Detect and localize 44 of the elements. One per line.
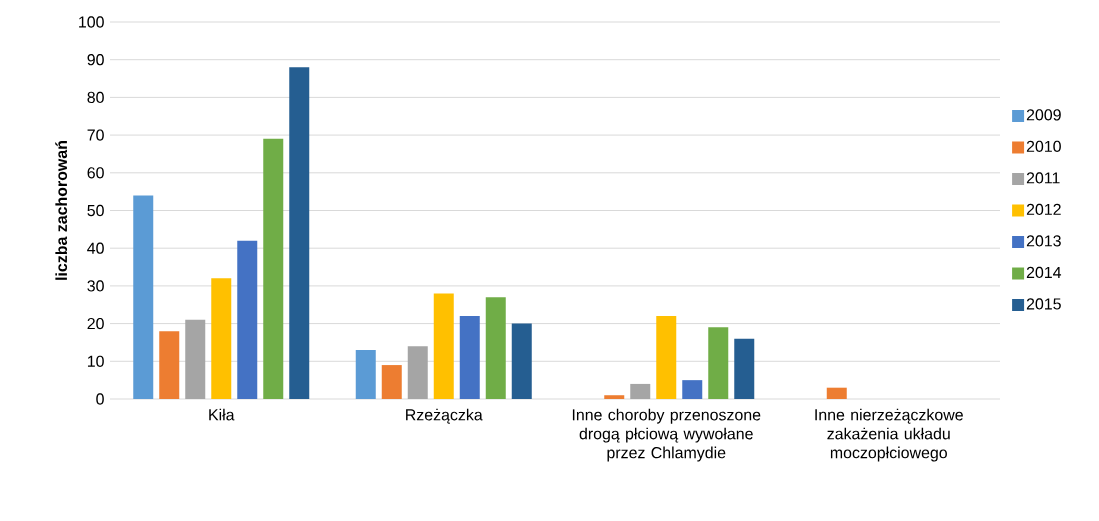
legend-label: 2014 [1026,266,1062,279]
bar [355,349,376,399]
legend-label: 2012 [1026,203,1061,216]
bar [511,323,532,399]
legend-label: 2013 [1026,235,1061,247]
legend-label: 2015 [1026,298,1061,310]
bar [289,67,310,399]
bar [159,331,180,399]
bar [656,316,677,399]
y-tick-label: 90 [87,54,104,66]
y-tick-label: 100 [79,16,104,28]
legend-label: 2009 [1026,109,1061,121]
bar [407,346,428,399]
bar [734,338,755,399]
y-tick-label: 40 [87,242,104,254]
x-tick-label: Inne choroby przenoszone drogą płciową wywołane przez Chlamydie [572,408,761,462]
y-tick-label: 30 [87,280,104,292]
y-tick-label: 70 [87,129,104,141]
bar [682,380,703,399]
y-tick-label: 50 [87,204,104,217]
bar [237,240,258,399]
bar [708,327,729,399]
bar [133,195,154,399]
bar [485,297,506,399]
x-tick-label: Inne nierzeżączkowe zakażenia układu moczopłciowego [815,408,963,462]
bar [211,278,232,399]
bar [185,319,206,399]
bar [630,383,651,399]
bar [459,316,480,399]
bar [604,395,625,399]
y-tick-label: 60 [87,167,104,179]
y-tick-label: 0 [96,393,104,405]
y-axis-title: liczba zachorowań [55,141,68,280]
y-tick-label: 20 [87,317,104,330]
x-tick-label: Kiła [209,408,235,421]
legend-label: 2010 [1026,140,1061,153]
bar [826,387,847,399]
y-tick-label: 10 [87,355,104,367]
bar [433,293,454,399]
x-tick-label: Rzeżączka [406,408,483,424]
bar [263,138,284,399]
legend-label: 2011 [1026,172,1060,184]
bar [381,365,402,399]
y-tick-label: 80 [87,91,104,104]
